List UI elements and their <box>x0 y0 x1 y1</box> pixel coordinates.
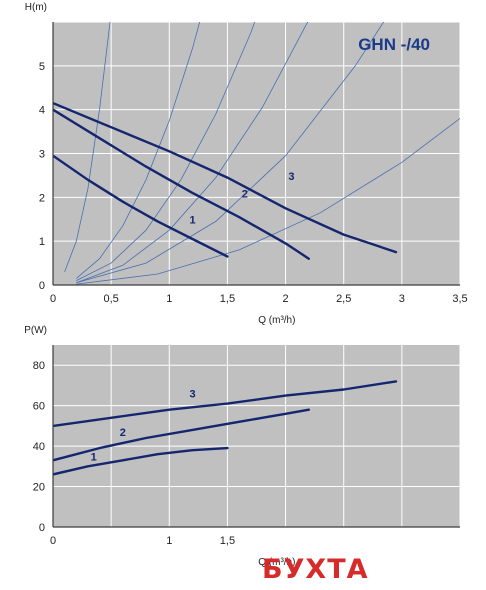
y-tick-label: 4 <box>39 105 45 117</box>
system-curve <box>76 118 460 285</box>
curve-label-2: 2 <box>242 188 248 200</box>
series-line-3 <box>53 101 398 254</box>
y-tick-label: 80 <box>33 360 45 372</box>
system-curve <box>76 22 256 281</box>
series-line-1 <box>53 446 229 476</box>
system-curve <box>76 22 201 279</box>
x-tick-label: 1 <box>166 293 172 305</box>
series-line-2 <box>53 408 310 462</box>
x-tick-label: 2,5 <box>336 293 351 305</box>
series-line-1 <box>53 154 229 258</box>
x-axis-title: Q (m³/h) <box>258 557 295 568</box>
x-tick-label: 0,5 <box>103 293 118 305</box>
y-tick-label: 0 <box>39 522 45 534</box>
model-title: GHN -/40 <box>358 35 430 54</box>
x-axis-title: Q (m³/h) <box>258 315 295 326</box>
curve-label-2: 2 <box>120 427 126 439</box>
watermark-logo: БУХТА <box>262 554 369 585</box>
y-tick-label: 5 <box>39 61 45 73</box>
curve-label-3: 3 <box>288 171 294 183</box>
y-axis-title: P(W) <box>24 325 47 336</box>
power-flow-chart: 1 2 3 0 1 1,5 0 20 40 60 80 P(W) Q (m³/h) <box>24 325 461 568</box>
head-flow-chart: 1 2 3 0 0,5 1 1,5 2 2,5 3 3,5 0 1 2 3 4 5 H(m) Q (m³/h) GHN… <box>25 2 468 326</box>
curve-label-3: 3 <box>189 389 195 401</box>
x-tick-label: 0 <box>50 293 56 305</box>
series-line-2 <box>53 108 310 260</box>
system-curve <box>76 22 309 284</box>
y-tick-label: 2 <box>39 192 45 204</box>
y-tick-label: 60 <box>33 401 45 413</box>
x-tick-label: 0 <box>50 535 56 547</box>
x-tick-label: 3,5 <box>452 293 467 305</box>
x-tick-label: 1,5 <box>220 293 235 305</box>
curve-label-1: 1 <box>189 215 195 227</box>
series-line-3 <box>53 380 398 428</box>
x-tick-label: 1 <box>166 535 172 547</box>
y-tick-label: 0 <box>39 280 45 292</box>
curve-label-1: 1 <box>91 451 97 463</box>
y-tick-label: 1 <box>39 236 45 248</box>
system-curve <box>64 22 111 273</box>
y-tick-label: 3 <box>39 149 45 161</box>
y-tick-label: 20 <box>33 482 45 494</box>
x-tick-label: 1,5 <box>220 535 235 547</box>
y-tick-label: 40 <box>33 441 45 453</box>
plot-area <box>53 345 460 527</box>
y-axis-title: H(m) <box>25 2 47 13</box>
x-tick-label: 2 <box>283 293 289 305</box>
x-tick-label: 3 <box>399 293 405 305</box>
